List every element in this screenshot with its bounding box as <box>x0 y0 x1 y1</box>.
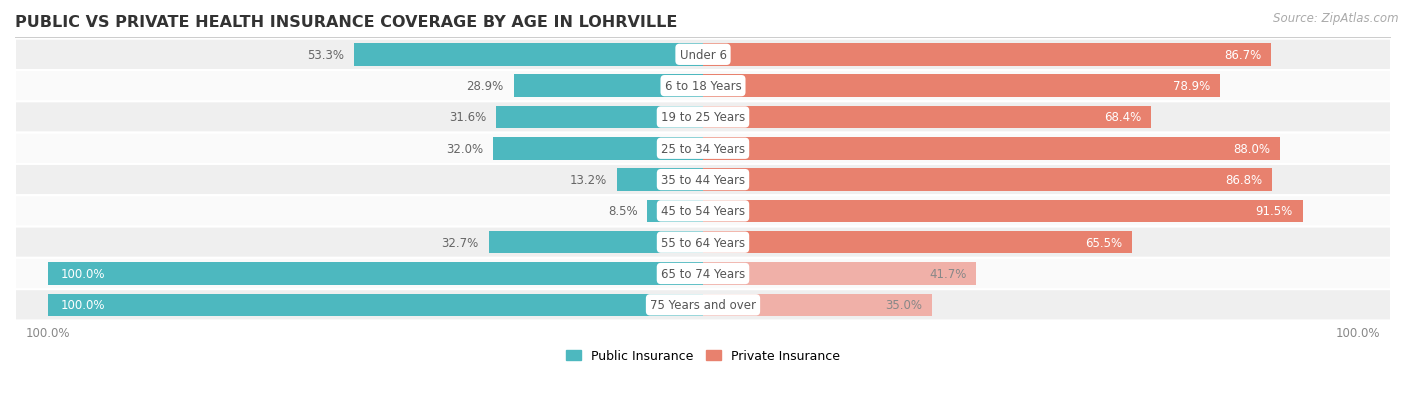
FancyBboxPatch shape <box>15 258 1391 290</box>
Bar <box>647 200 703 223</box>
FancyBboxPatch shape <box>15 227 1391 258</box>
FancyBboxPatch shape <box>15 196 1391 227</box>
Text: 100.0%: 100.0% <box>60 299 105 311</box>
Legend: Public Insurance, Private Insurance: Public Insurance, Private Insurance <box>561 344 845 367</box>
Text: 53.3%: 53.3% <box>307 49 344 62</box>
Text: 32.0%: 32.0% <box>446 142 484 155</box>
Bar <box>494 138 703 160</box>
Text: 19 to 25 Years: 19 to 25 Years <box>661 111 745 124</box>
Text: 68.4%: 68.4% <box>1104 111 1142 124</box>
Text: Source: ZipAtlas.com: Source: ZipAtlas.com <box>1274 12 1399 25</box>
Bar <box>48 294 703 316</box>
Text: 45 to 54 Years: 45 to 54 Years <box>661 205 745 218</box>
Bar <box>48 263 703 285</box>
Bar <box>703 263 976 285</box>
FancyBboxPatch shape <box>15 102 1391 133</box>
Text: 35.0%: 35.0% <box>886 299 922 311</box>
Text: 25 to 34 Years: 25 to 34 Years <box>661 142 745 155</box>
Text: 86.8%: 86.8% <box>1225 173 1263 187</box>
Text: 41.7%: 41.7% <box>929 267 966 280</box>
Text: 78.9%: 78.9% <box>1173 80 1211 93</box>
Bar <box>513 75 703 98</box>
Text: 75 Years and over: 75 Years and over <box>650 299 756 311</box>
Text: 91.5%: 91.5% <box>1256 205 1292 218</box>
Text: 55 to 64 Years: 55 to 64 Years <box>661 236 745 249</box>
Text: 88.0%: 88.0% <box>1233 142 1270 155</box>
FancyBboxPatch shape <box>15 40 1391 71</box>
Bar <box>703 200 1302 223</box>
Bar <box>703 44 1271 66</box>
Bar <box>703 107 1152 129</box>
Text: 65 to 74 Years: 65 to 74 Years <box>661 267 745 280</box>
Bar <box>703 138 1279 160</box>
Bar <box>489 231 703 254</box>
Text: 35 to 44 Years: 35 to 44 Years <box>661 173 745 187</box>
Text: 86.7%: 86.7% <box>1225 49 1261 62</box>
Text: 31.6%: 31.6% <box>449 111 486 124</box>
Text: 28.9%: 28.9% <box>467 80 503 93</box>
Text: 8.5%: 8.5% <box>607 205 637 218</box>
Text: Under 6: Under 6 <box>679 49 727 62</box>
Bar <box>496 107 703 129</box>
Bar <box>703 75 1220 98</box>
Bar <box>703 231 1132 254</box>
Bar <box>703 294 932 316</box>
FancyBboxPatch shape <box>15 290 1391 320</box>
Bar <box>354 44 703 66</box>
FancyBboxPatch shape <box>15 71 1391 102</box>
FancyBboxPatch shape <box>15 164 1391 196</box>
FancyBboxPatch shape <box>15 133 1391 164</box>
Text: 100.0%: 100.0% <box>60 267 105 280</box>
Bar <box>616 169 703 191</box>
Bar <box>703 169 1272 191</box>
Text: 65.5%: 65.5% <box>1085 236 1122 249</box>
Text: 32.7%: 32.7% <box>441 236 479 249</box>
Text: 6 to 18 Years: 6 to 18 Years <box>665 80 741 93</box>
Text: PUBLIC VS PRIVATE HEALTH INSURANCE COVERAGE BY AGE IN LOHRVILLE: PUBLIC VS PRIVATE HEALTH INSURANCE COVER… <box>15 15 678 30</box>
Text: 13.2%: 13.2% <box>569 173 606 187</box>
